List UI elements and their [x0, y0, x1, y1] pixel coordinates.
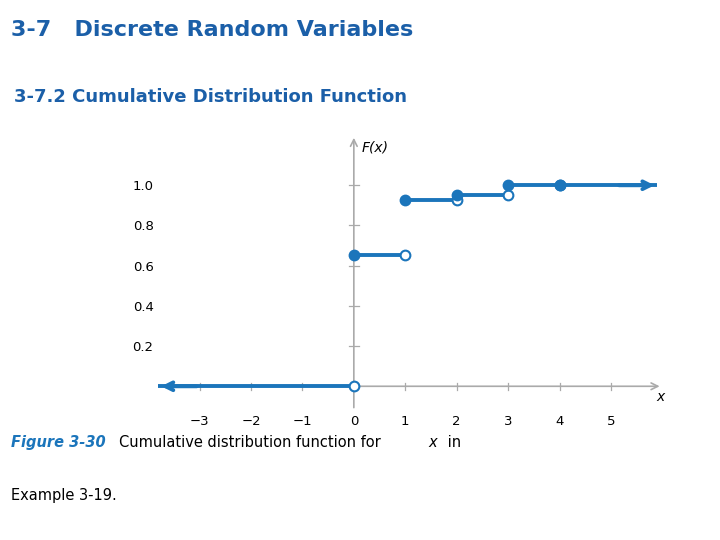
- Text: F(x): F(x): [361, 140, 389, 154]
- Text: Example 3-19.: Example 3-19.: [11, 488, 117, 503]
- Text: x: x: [428, 435, 437, 450]
- Text: in: in: [443, 435, 461, 450]
- Text: Figure 3-30: Figure 3-30: [11, 435, 105, 450]
- Text: 3-7.2 Cumulative Distribution Function: 3-7.2 Cumulative Distribution Function: [14, 87, 408, 106]
- Text: 3-7   Discrete Random Variables: 3-7 Discrete Random Variables: [11, 19, 413, 39]
- Text: x: x: [656, 390, 665, 404]
- Text: Cumulative distribution function for: Cumulative distribution function for: [119, 435, 385, 450]
